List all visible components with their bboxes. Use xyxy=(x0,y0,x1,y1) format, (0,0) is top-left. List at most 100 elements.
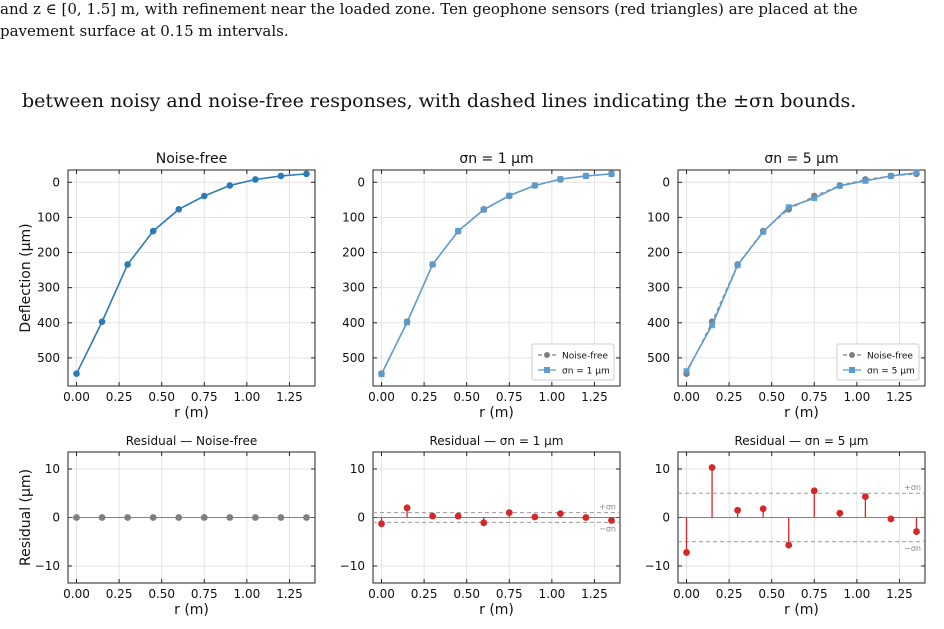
panel-title: σn = 5 µm xyxy=(764,151,838,167)
x-tick-label: 0.50 xyxy=(453,390,480,404)
stem-marker xyxy=(200,514,208,521)
data-point xyxy=(429,261,436,268)
stem-marker xyxy=(226,514,234,521)
stem-marker xyxy=(759,505,767,513)
data-point xyxy=(480,206,487,213)
y-tick-label: 0 xyxy=(52,511,60,525)
x-tick-label: 0.00 xyxy=(368,390,395,404)
x-tick-label: 0.00 xyxy=(368,587,395,601)
x-tick-label: 1.00 xyxy=(539,390,566,404)
x-tick-label: 1.00 xyxy=(539,587,566,601)
data-point xyxy=(608,170,615,177)
data-point xyxy=(760,228,767,235)
stem-marker xyxy=(149,514,157,521)
y-tick-label: 0 xyxy=(357,511,365,525)
x-tick-label: 0.50 xyxy=(148,587,175,601)
data-point xyxy=(124,261,131,268)
data-point xyxy=(913,169,920,176)
stem-marker xyxy=(73,514,80,521)
stem-marker xyxy=(251,514,259,521)
x-axis-label: r (m) xyxy=(174,602,209,618)
data-point xyxy=(252,176,259,183)
series-line xyxy=(685,172,917,372)
y-tick-label: −10 xyxy=(340,559,365,573)
stem-marker xyxy=(683,549,690,556)
x-tick-label: 0.75 xyxy=(801,587,828,601)
legend-marker xyxy=(849,352,855,358)
stem-marker xyxy=(734,506,742,514)
x-axis-label: r (m) xyxy=(174,405,209,421)
y-tick-label: 200 xyxy=(647,246,670,260)
x-tick-label: 0.25 xyxy=(716,390,743,404)
y-tick-label: 10 xyxy=(45,462,60,476)
y-tick-label: 500 xyxy=(37,351,60,365)
data-point xyxy=(683,368,690,375)
stem-marker xyxy=(403,504,411,512)
y-tick-label: 200 xyxy=(342,246,365,260)
x-tick-label: 1.25 xyxy=(581,587,608,601)
stem-marker xyxy=(175,514,183,521)
y-axis-label: Deflection (µm) xyxy=(18,223,34,332)
y-tick-label: 200 xyxy=(37,246,60,260)
y-tick-label: 0 xyxy=(52,175,60,189)
x-tick-label: 0.25 xyxy=(411,587,438,601)
y-tick-label: 500 xyxy=(647,351,670,365)
x-tick-label: 1.25 xyxy=(581,390,608,404)
data-point xyxy=(378,371,385,378)
x-tick-label: 0.25 xyxy=(411,390,438,404)
y-tick-label: −10 xyxy=(645,559,670,573)
x-tick-label: 1.00 xyxy=(234,390,261,404)
x-tick-label: 0.00 xyxy=(673,390,700,404)
legend-marker xyxy=(544,352,550,358)
data-point xyxy=(862,177,869,184)
x-tick-label: 0.75 xyxy=(191,390,218,404)
legend-box xyxy=(836,343,920,381)
stem-marker xyxy=(810,487,818,495)
stem-marker xyxy=(836,509,844,517)
data-point xyxy=(734,262,741,269)
legend-marker xyxy=(544,367,550,373)
y-tick-label: 400 xyxy=(37,316,60,330)
stem-marker xyxy=(454,512,462,520)
x-axis-label: r (m) xyxy=(479,602,514,618)
sigma-label: −σn xyxy=(904,544,921,553)
y-tick-label: 300 xyxy=(342,281,365,295)
legend-label: Noise-free xyxy=(867,352,913,362)
stem-marker xyxy=(98,514,106,521)
panel-title: Residual — σn = 5 µm xyxy=(735,434,869,448)
stem-marker xyxy=(608,517,615,524)
stem-marker xyxy=(505,509,513,517)
x-tick-label: 1.25 xyxy=(276,390,303,404)
x-tick-label: 1.00 xyxy=(844,390,871,404)
legend-label: σn = 5 µm xyxy=(867,367,915,377)
y-tick-label: 400 xyxy=(647,316,670,330)
plot-frame xyxy=(67,169,316,387)
stem-marker xyxy=(531,513,539,521)
stem-marker xyxy=(124,514,132,521)
stem-marker xyxy=(556,510,564,518)
data-point xyxy=(98,318,106,326)
x-tick-label: 0.50 xyxy=(148,390,175,404)
stem-marker xyxy=(429,512,437,520)
x-axis-label: r (m) xyxy=(784,602,819,618)
y-tick-label: 100 xyxy=(342,210,365,224)
stem-marker xyxy=(708,464,716,471)
data-point xyxy=(557,176,564,183)
stem-marker xyxy=(887,515,895,523)
x-axis-label: r (m) xyxy=(784,405,819,421)
stem-marker xyxy=(785,541,793,549)
data-point xyxy=(811,195,818,202)
data-point xyxy=(531,182,538,189)
stem-marker xyxy=(913,528,920,535)
panel-title: σn = 1 µm xyxy=(459,151,533,167)
panel-bottom-right: 0.00 0.25 0.50 0.75 1.00 1.25 −10 0 10 Residual —… xyxy=(645,434,926,618)
panel-top-middle: 0.00 0.25 0.50 0.75 1.00 1.25 0 100 200 300 400 500… xyxy=(342,151,621,421)
panel-title: Residual — σn = 1 µm xyxy=(430,434,564,448)
y-tick-label: 0 xyxy=(662,175,670,189)
x-tick-label: 0.75 xyxy=(801,390,828,404)
x-axis-label: r (m) xyxy=(479,405,514,421)
x-tick-label: 0.25 xyxy=(106,390,133,404)
y-tick-label: 100 xyxy=(647,210,670,224)
panel-top-left: 0.00 0.25 0.50 0.75 1.00 1.25 0 100 200 300 400 500… xyxy=(18,151,316,421)
plot-frame xyxy=(677,169,926,387)
